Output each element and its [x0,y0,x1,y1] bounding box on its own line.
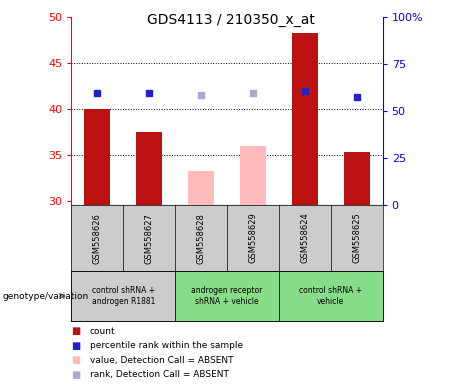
Text: genotype/variation: genotype/variation [2,291,89,301]
Bar [71,271,175,321]
Text: GSM558625: GSM558625 [352,213,361,263]
Text: control shRNA +
vehicle: control shRNA + vehicle [299,286,362,306]
Text: GSM558624: GSM558624 [300,213,309,263]
Text: GDS4113 / 210350_x_at: GDS4113 / 210350_x_at [147,13,314,27]
Bar [292,33,318,205]
Text: count: count [90,326,116,336]
Text: androgen receptor
shRNA + vehicle: androgen receptor shRNA + vehicle [191,286,263,306]
Text: control shRNA +
androgen R1881: control shRNA + androgen R1881 [92,286,155,306]
Text: rank, Detection Call = ABSENT: rank, Detection Call = ABSENT [90,370,229,379]
Bar [279,271,383,321]
Text: value, Detection Call = ABSENT: value, Detection Call = ABSENT [90,356,233,365]
Bar [240,146,266,205]
Text: GSM558626: GSM558626 [93,213,102,263]
Text: ■: ■ [71,326,81,336]
Text: ■: ■ [71,370,81,380]
Bar [188,170,214,205]
Bar [344,152,370,205]
Text: percentile rank within the sample: percentile rank within the sample [90,341,243,350]
Bar [136,132,162,205]
Bar [84,109,110,205]
Text: GSM558629: GSM558629 [248,213,258,263]
Text: ■: ■ [71,355,81,365]
Text: GSM558627: GSM558627 [145,213,154,263]
Text: GSM558628: GSM558628 [196,213,206,263]
Text: ■: ■ [71,341,81,351]
Bar [175,271,279,321]
